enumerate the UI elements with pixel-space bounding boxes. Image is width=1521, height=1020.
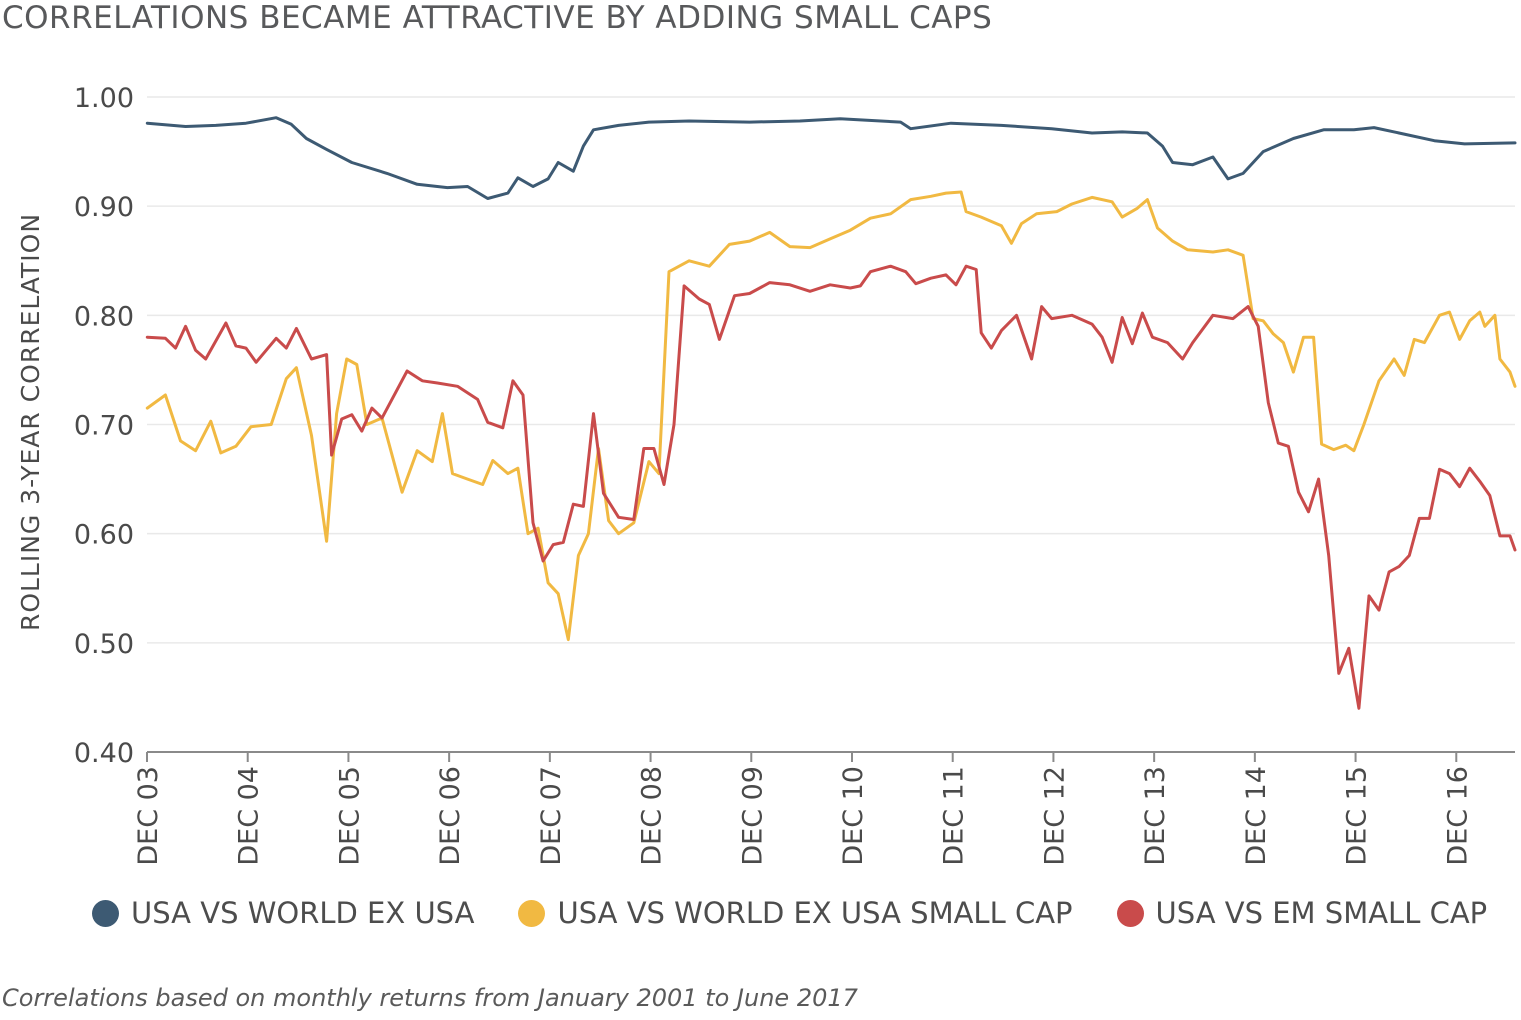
y-tick-label: 1.00 (74, 83, 134, 114)
x-tick-label: DEC 06 (435, 766, 466, 866)
x-tick-label: DEC 04 (234, 766, 265, 866)
legend-dot-icon (518, 899, 546, 927)
x-tick-label: DEC 12 (1039, 766, 1070, 866)
legend: USA VS WORLD EX USA USA VS WORLD EX USA … (92, 896, 1487, 930)
series-line-0 (145, 116, 1517, 200)
y-tick-label: 0.40 (74, 738, 134, 769)
y-tick-label: 0.60 (74, 520, 134, 551)
series-lines (145, 116, 1517, 710)
x-tick-label: DEC 14 (1241, 766, 1272, 866)
x-tick-label: DEC 13 (1140, 766, 1171, 866)
gridlines (147, 96, 1515, 644)
y-tick-label: 0.50 (74, 629, 134, 660)
y-axis-label: ROLLING 3-YEAR CORRELATION (16, 213, 45, 631)
legend-label: USA VS WORLD EX USA (131, 896, 475, 930)
x-tick-label: DEC 07 (536, 766, 567, 866)
legend-dot-icon (92, 899, 119, 927)
x-tick-label: DEC 16 (1442, 766, 1473, 866)
x-tick-label: DEC 03 (133, 766, 164, 866)
x-axis: DEC 03 DEC 04 DEC 05 DEC 06 DEC 07 DEC 08 DEC … (133, 751, 1515, 866)
legend-item-world-ex-usa: USA VS WORLD EX USA (92, 896, 474, 930)
footnote: Correlations based on monthly returns fr… (2, 984, 858, 1012)
y-axis: 0.40 0.50 0.60 0.70 0.80 0.90 1.00 (74, 83, 134, 769)
legend-dot-icon (1116, 899, 1144, 927)
chart-title: CORRELATIONS BECAME ATTRACTIVE BY ADDING… (2, 0, 993, 36)
legend-item-world-ex-usa-small-cap: USA VS WORLD EX USA SMALL CAP (518, 896, 1073, 930)
x-tick-label: DEC 08 (637, 766, 668, 866)
x-tick-label: DEC 11 (939, 766, 970, 866)
x-tick-label: DEC 05 (334, 766, 365, 866)
y-tick-label: 0.80 (74, 301, 134, 332)
y-tick-label: 0.90 (74, 192, 134, 223)
series-line-2 (145, 264, 1517, 710)
x-tick-label: DEC 10 (838, 766, 869, 866)
line-chart: 0.400.500.600.700.800.901.00 DEC 03 DEC 0… (16, 83, 1517, 866)
x-tick-label: DEC 15 (1342, 766, 1373, 866)
y-tick-label: 0.70 (74, 411, 134, 442)
legend-item-em-small-cap: USA VS EM SMALL CAP (1116, 896, 1488, 930)
legend-label: USA VS EM SMALL CAP (1155, 896, 1488, 930)
x-tick-label: DEC 09 (737, 766, 768, 866)
legend-label: USA VS WORLD EX USA SMALL CAP (557, 896, 1073, 930)
